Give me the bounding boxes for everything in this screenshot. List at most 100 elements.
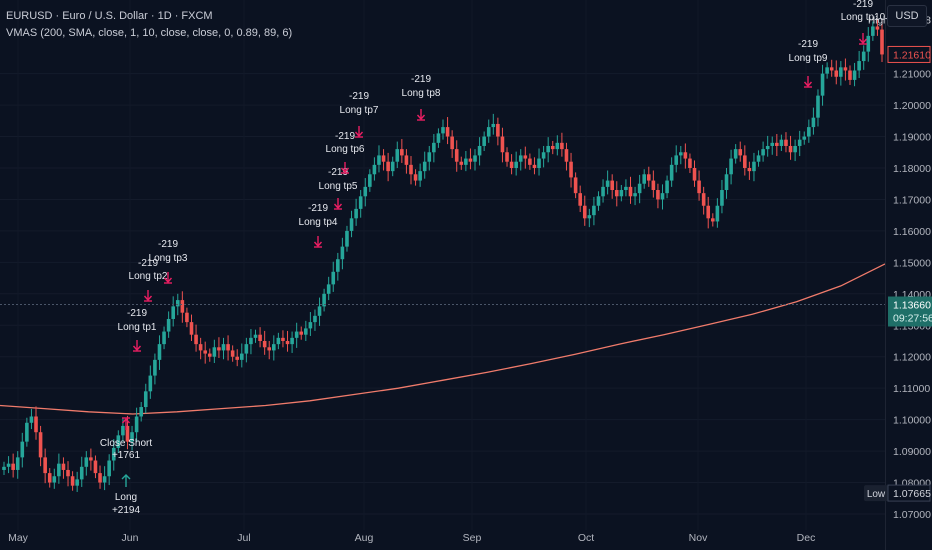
candle[interactable] [514,151,518,176]
candle[interactable] [134,407,139,443]
candle[interactable] [578,185,582,213]
candle[interactable] [221,337,226,360]
candle[interactable] [775,134,779,157]
candle[interactable] [537,148,541,176]
candle[interactable] [52,468,57,489]
candle[interactable] [711,213,715,227]
candle[interactable] [2,461,6,475]
candle[interactable] [564,142,569,171]
candle[interactable] [317,297,322,326]
candle[interactable] [797,130,802,157]
candle[interactable] [733,144,738,164]
candle[interactable] [294,322,299,348]
candle[interactable] [345,225,349,252]
candle[interactable] [409,156,413,185]
candle[interactable] [816,89,820,127]
candle[interactable] [587,208,592,228]
candle[interactable] [518,149,523,171]
candle[interactable] [747,161,752,180]
candle[interactable] [601,179,605,203]
candle[interactable] [226,335,230,361]
candle[interactable] [230,345,235,362]
candle[interactable] [267,340,272,360]
candle[interactable] [683,143,688,169]
candle[interactable] [171,296,175,327]
candle[interactable] [756,150,761,167]
candle[interactable] [349,210,354,238]
candle[interactable] [445,117,450,145]
candle[interactable] [875,18,880,36]
candle[interactable] [765,135,770,157]
candle[interactable] [84,451,89,476]
candle[interactable] [592,196,596,226]
candle[interactable] [143,383,148,414]
candle[interactable] [811,107,816,135]
candle[interactable] [500,127,505,163]
candle[interactable] [34,406,38,440]
candle[interactable] [651,170,656,198]
candle[interactable] [304,320,308,341]
candle[interactable] [509,154,514,175]
candle[interactable] [331,261,336,292]
candle[interactable] [829,59,834,77]
candle[interactable] [400,139,404,163]
candle[interactable] [496,117,500,146]
candle[interactable] [38,425,43,467]
candle[interactable] [642,169,647,189]
candle[interactable] [272,335,276,361]
candle[interactable] [395,141,400,168]
candle[interactable] [761,141,765,162]
candle[interactable] [441,119,445,140]
candle[interactable] [116,430,121,453]
candle[interactable] [6,456,11,474]
candle[interactable] [752,152,756,182]
candle[interactable] [546,137,550,163]
candle[interactable] [573,172,578,199]
candle[interactable] [701,186,706,215]
candle[interactable] [646,166,651,187]
candle[interactable] [358,190,363,218]
candle[interactable] [861,45,866,70]
candle[interactable] [198,337,203,360]
candle[interactable] [697,170,701,201]
candle[interactable] [413,169,418,186]
candle[interactable] [848,65,852,85]
candle[interactable] [212,339,217,364]
candle[interactable] [299,326,304,340]
candle[interactable] [802,131,807,145]
candle[interactable] [336,252,340,281]
candle[interactable] [390,156,395,177]
candle[interactable] [482,131,486,152]
candle[interactable] [454,140,459,172]
candle[interactable] [70,471,75,491]
candle[interactable] [505,147,509,167]
candle[interactable] [363,178,368,207]
candle[interactable] [784,132,788,153]
candle[interactable] [322,288,326,312]
candle[interactable] [788,135,793,160]
candle[interactable] [89,448,93,471]
indicator-title[interactable]: VMAS (200, SMA, close, 1, 10, close, clo… [6,27,293,39]
candle[interactable] [262,330,267,355]
candle[interactable] [715,198,720,228]
candle[interactable] [340,237,345,270]
candle[interactable] [624,179,628,197]
candle[interactable] [217,337,221,358]
symbol-title[interactable]: EURUSD · Euro / U.S. Dollar · 1D · FXCM [6,10,213,22]
candle[interactable] [459,156,464,170]
candle[interactable] [605,170,610,195]
candle[interactable] [834,60,839,85]
candle[interactable] [852,62,857,87]
candle[interactable] [427,145,432,171]
candle[interactable] [628,176,633,204]
candle[interactable] [820,64,825,106]
candle[interactable] [276,332,281,350]
candle[interactable] [162,326,166,350]
candle[interactable] [11,453,15,478]
candle[interactable] [166,311,171,338]
candle[interactable] [436,128,441,148]
candle[interactable] [422,151,427,179]
candle[interactable] [779,134,784,152]
candle[interactable] [669,157,674,187]
candle[interactable] [468,148,473,170]
